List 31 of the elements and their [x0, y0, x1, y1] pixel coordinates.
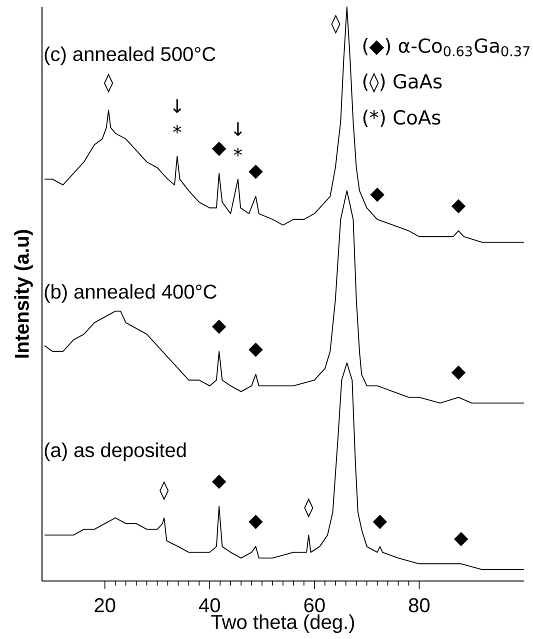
annotation: ◆ [248, 342, 263, 357]
text: (c) annealed 500°C [44, 46, 216, 66]
x-tick-label: 80 [408, 598, 430, 612]
x-tick-label: 40 [198, 598, 220, 612]
annotation: (◆) α-Co$_{0.63}$Ga$_{0.37}$ [363, 38, 530, 56]
annotation: ◆ [212, 320, 226, 334]
annotation: ◊ [304, 498, 314, 518]
annotation: (◊) GaAs [363, 72, 442, 93]
annotation: ◊ [331, 14, 340, 34]
annotation: ◆ [370, 188, 384, 202]
text: (a) as deposited [44, 442, 186, 462]
annotation: ◆ [212, 474, 226, 489]
annotation: ◆ [212, 142, 226, 156]
annotation: ◆ [451, 366, 466, 380]
x-tick-label: 60 [304, 598, 325, 612]
annotation: ◆ [372, 514, 388, 530]
y-axis-title: Intensity (a.u) [14, 230, 33, 358]
x-axis-title: Two theta (deg.) [211, 614, 354, 633]
annotation: ◊ [104, 73, 114, 93]
x-tick-label: 20 [94, 598, 116, 612]
annotation: ◆ [454, 532, 468, 546]
annotation: (*) CoAs [363, 110, 440, 127]
annotation: ◊ [160, 480, 169, 500]
annotation: * [173, 124, 182, 134]
annotation: * [234, 148, 242, 156]
annotation: ◆ [451, 199, 466, 214]
annotation: ◆ [248, 164, 263, 179]
annotation: ↓ [234, 122, 242, 136]
annotation: ↓ [173, 99, 182, 113]
series-label: (b) annealed 400°C [44, 284, 216, 303]
annotation: ◆ [248, 514, 263, 530]
